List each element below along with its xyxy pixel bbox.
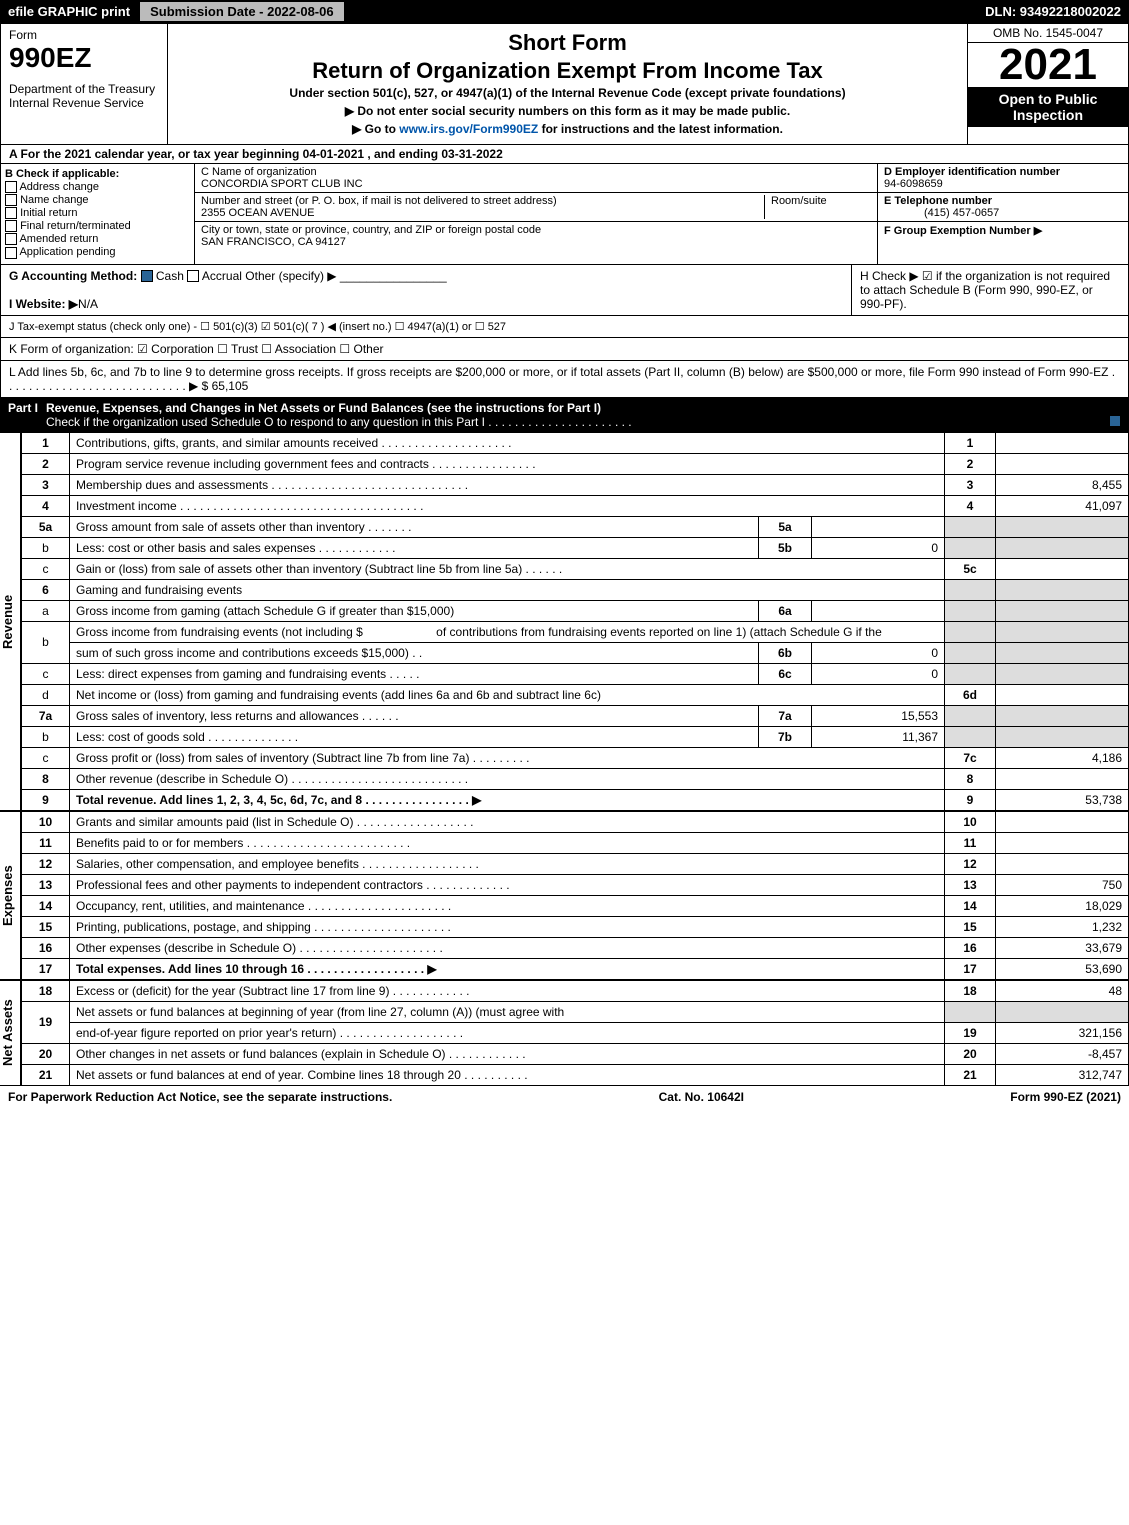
val-7a: 15,553 <box>812 705 945 726</box>
dln: DLN: 93492218002022 <box>985 4 1121 19</box>
top-bar: efile GRAPHIC print Submission Date - 20… <box>0 0 1129 23</box>
val-6b: 0 <box>812 642 945 663</box>
c-city-label: City or town, state or province, country… <box>201 224 871 236</box>
val-18: 48 <box>996 980 1129 1001</box>
d-label: D Employer identification number <box>884 166 1060 178</box>
i-label: I Website: ▶ <box>9 297 78 311</box>
room-label: Room/suite <box>771 195 871 207</box>
val-21: 312,747 <box>996 1064 1129 1085</box>
note-goto: ▶ Go to www.irs.gov/Form990EZ for instru… <box>172 122 963 136</box>
row-a: A For the 2021 calendar year, or tax yea… <box>0 145 1129 164</box>
expenses-table: 10Grants and similar amounts paid (list … <box>21 811 1129 980</box>
chk-address-change[interactable] <box>5 181 17 193</box>
chk-schedule-o[interactable] <box>1109 415 1121 427</box>
chk-accrual[interactable] <box>187 270 199 282</box>
subtitle: Under section 501(c), 527, or 4947(a)(1)… <box>172 86 963 100</box>
chk-pending[interactable] <box>5 247 17 259</box>
submission-date: Submission Date - 2022-08-06 <box>140 2 344 21</box>
revenue-section: Revenue 1Contributions, gifts, grants, a… <box>0 432 1129 811</box>
part1-header: Part I Revenue, Expenses, and Changes in… <box>0 398 1129 432</box>
chk-amended[interactable] <box>5 233 17 245</box>
f-label: F Group Exemption Number ▶ <box>884 225 1042 237</box>
val-4: 41,097 <box>996 495 1129 516</box>
val-3: 8,455 <box>996 474 1129 495</box>
e-label: E Telephone number <box>884 195 992 207</box>
section-l: L Add lines 5b, 6c, and 7b to line 9 to … <box>0 361 1129 398</box>
val-15: 1,232 <box>996 916 1129 937</box>
info-grid: B Check if applicable: Address change Na… <box>0 164 1129 265</box>
val-17: 53,690 <box>996 958 1129 979</box>
assets-side-label: Net Assets <box>0 980 21 1086</box>
c-name-label: C Name of organization <box>201 166 871 178</box>
footer-right: Form 990-EZ (2021) <box>1010 1090 1121 1104</box>
footer-left: For Paperwork Reduction Act Notice, see … <box>8 1090 392 1104</box>
chk-name-change[interactable] <box>5 194 17 206</box>
net-assets-section: Net Assets 18Excess or (deficit) for the… <box>0 980 1129 1086</box>
dept: Department of the Treasury <box>9 82 159 96</box>
revenue-table: 1Contributions, gifts, grants, and simil… <box>21 432 1129 811</box>
section-b: B Check if applicable: Address change Na… <box>1 164 195 264</box>
section-k: K Form of organization: ☑ Corporation ☐ … <box>0 338 1129 361</box>
open-to-public: Open to Public Inspection <box>968 87 1128 127</box>
section-j: J Tax-exempt status (check only one) - ☐… <box>0 316 1129 338</box>
title-return: Return of Organization Exempt From Incom… <box>172 58 963 84</box>
assets-table: 18Excess or (deficit) for the year (Subt… <box>21 980 1129 1086</box>
ein: 94-6098659 <box>884 178 943 190</box>
val-20: -8,457 <box>996 1043 1129 1064</box>
val-6c: 0 <box>812 663 945 684</box>
irs-link[interactable]: www.irs.gov/Form990EZ <box>399 122 538 136</box>
val-9: 53,738 <box>996 789 1129 810</box>
chk-final-return[interactable] <box>5 220 17 232</box>
c-addr-label: Number and street (or P. O. box, if mail… <box>201 195 764 207</box>
chk-initial-return[interactable] <box>5 207 17 219</box>
gross-receipts: 65,105 <box>212 379 249 393</box>
phone: (415) 457-0657 <box>884 207 999 219</box>
org-city: SAN FRANCISCO, CA 94127 <box>201 236 871 248</box>
footer-mid: Cat. No. 10642I <box>659 1090 744 1104</box>
val-7c: 4,186 <box>996 747 1129 768</box>
expenses-section: Expenses 10Grants and similar amounts pa… <box>0 811 1129 980</box>
chk-cash[interactable] <box>141 270 153 282</box>
val-19: 321,156 <box>996 1022 1129 1043</box>
val-13: 750 <box>996 874 1129 895</box>
b-label: B Check if applicable: <box>5 168 119 180</box>
part1-label: Part I <box>8 401 38 429</box>
title-short-form: Short Form <box>172 30 963 56</box>
expenses-side-label: Expenses <box>0 811 21 980</box>
form-header: Form 990EZ Department of the Treasury In… <box>0 23 1129 145</box>
org-name: CONCORDIA SPORT CLUB INC <box>201 178 871 190</box>
section-def: D Employer identification number 94-6098… <box>877 164 1128 264</box>
form-label: Form <box>9 28 159 42</box>
page-footer: For Paperwork Reduction Act Notice, see … <box>0 1086 1129 1108</box>
form-number: 990EZ <box>9 42 159 74</box>
irs: Internal Revenue Service <box>9 96 159 110</box>
efile-label: efile GRAPHIC print <box>8 4 130 19</box>
val-16: 33,679 <box>996 937 1129 958</box>
revenue-side-label: Revenue <box>0 432 21 811</box>
h-text: H Check ▶ ☑ if the organization is not r… <box>851 265 1128 315</box>
section-gh: G Accounting Method: Cash Accrual Other … <box>0 265 1129 316</box>
section-c: C Name of organization CONCORDIA SPORT C… <box>195 164 877 264</box>
val-14: 18,029 <box>996 895 1129 916</box>
row-a-text: A For the 2021 calendar year, or tax yea… <box>9 147 503 161</box>
val-5b: 0 <box>812 537 945 558</box>
g-label: G Accounting Method: <box>9 269 137 283</box>
org-address: 2355 OCEAN AVENUE <box>201 207 764 219</box>
note-ssn: ▶ Do not enter social security numbers o… <box>172 104 963 118</box>
tax-year: 2021 <box>968 43 1128 87</box>
website: N/A <box>78 297 98 311</box>
val-7b: 11,367 <box>812 726 945 747</box>
